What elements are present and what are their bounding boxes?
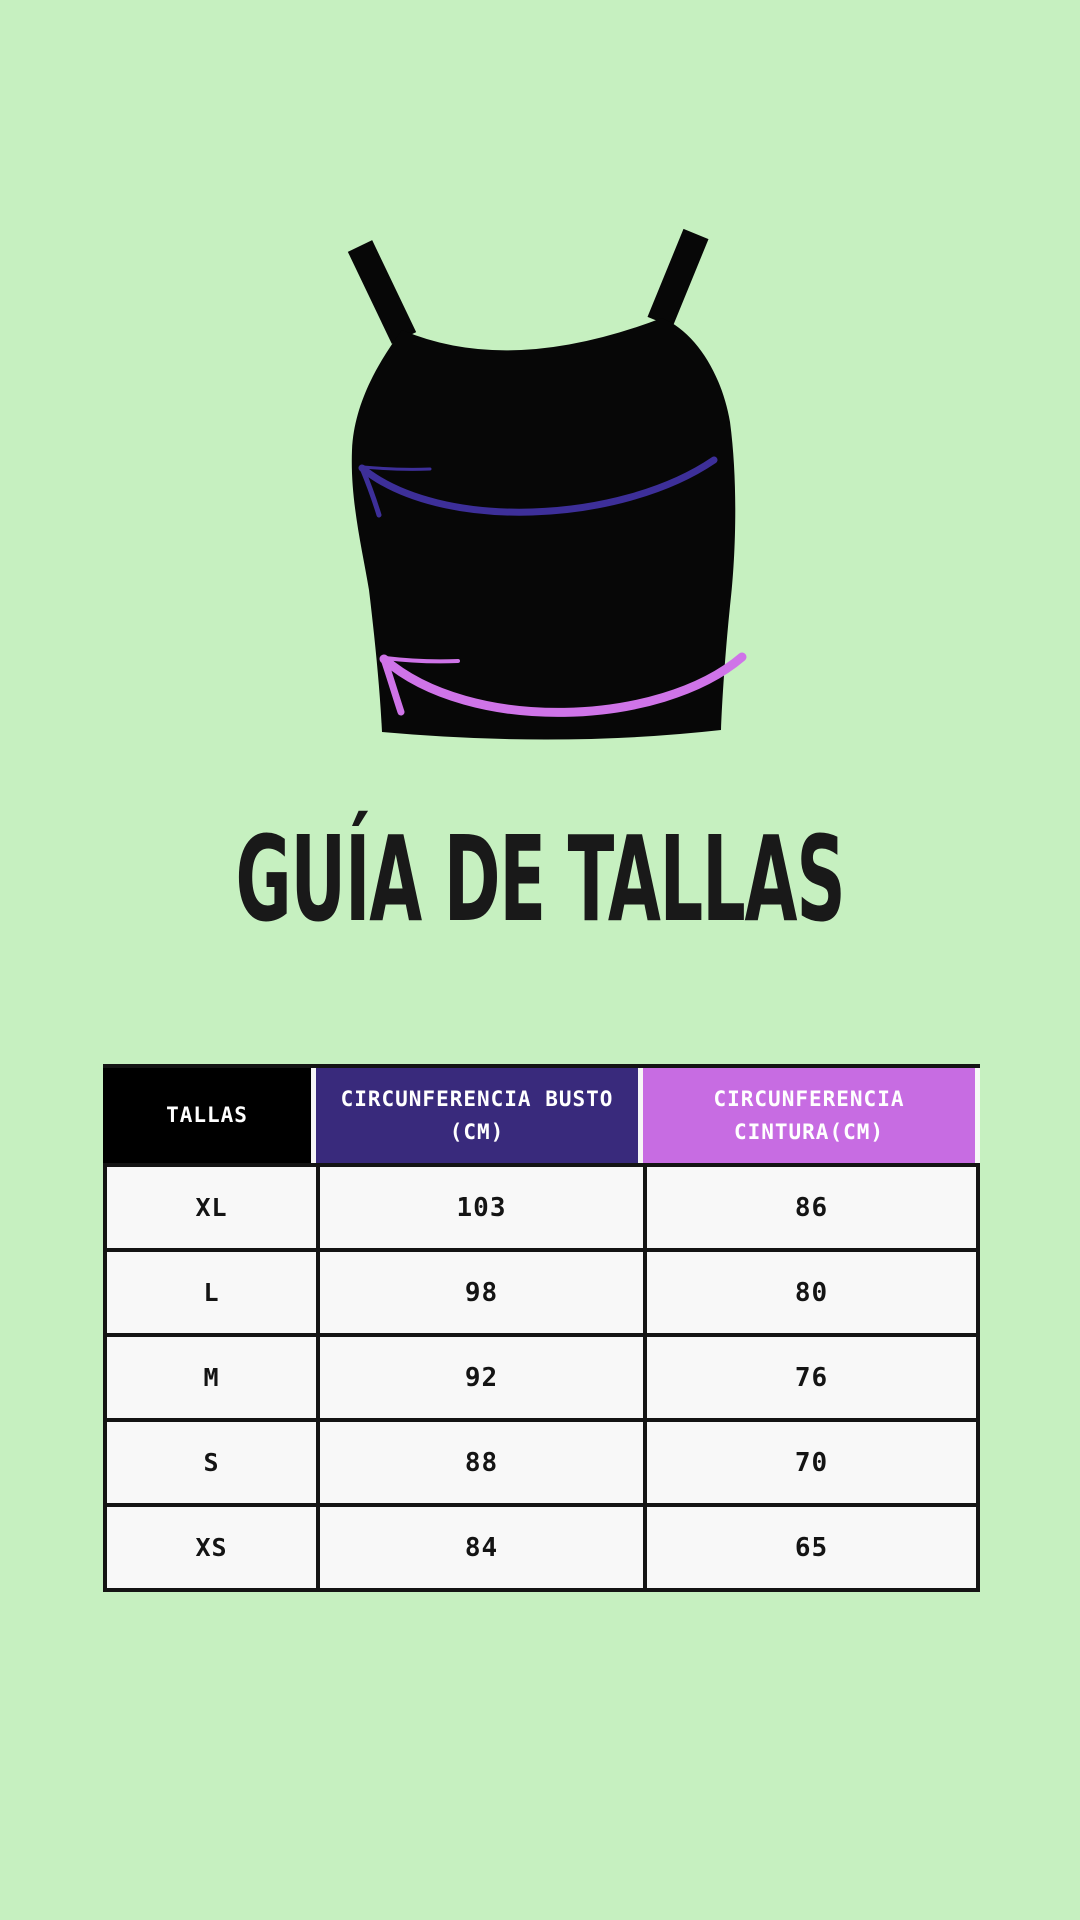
cell-cintura-m: 76 [647,1337,976,1418]
header-circunferencia-busto: CIRCUNFERENCIA BUSTO (CM) [316,1068,643,1163]
right-strap [647,228,709,328]
header-tallas-label: TALLAS [166,1103,248,1128]
cell-size-xl: XL [107,1167,316,1248]
header-busto-line1: CIRCUNFERENCIA BUSTO [340,1086,614,1111]
waist-arrowhead-upper [383,656,460,664]
left-strap [347,240,417,344]
bust-arrowhead-upper [361,465,432,471]
size-table-header-row: TALLAS CIRCUNFERENCIA BUSTO (CM) CIRCUNF… [103,1064,980,1163]
size-table-body: XL 103 86 L 98 80 M 92 76 S 88 70 XS 84 … [103,1163,980,1592]
header-tallas: TALLAS [103,1068,316,1163]
cell-size-l: L [107,1252,316,1333]
header-cintura-line1: CIRCUNFERENCIA [713,1086,905,1111]
header-cintura-line2: CINTURA(CM) [733,1119,885,1144]
waist-arrowhead-lower [380,655,405,716]
page-title: GUÍA DE TALLAS [235,810,846,948]
cell-cintura-xl: 86 [647,1167,976,1248]
camisole-silhouette [351,318,736,740]
cell-busto-xs: 84 [320,1507,643,1588]
cell-cintura-l: 80 [647,1252,976,1333]
header-circunferencia-cintura: CIRCUNFERENCIA CINTURA(CM) [643,1068,980,1163]
bust-arrow-curve [358,456,718,516]
cell-busto-l: 98 [320,1252,643,1333]
bust-measurement-arrow [358,456,718,518]
cell-busto-xl: 103 [320,1167,643,1248]
cell-cintura-s: 70 [647,1422,976,1503]
cell-size-s: S [107,1422,316,1503]
waist-measurement-arrow [379,652,747,717]
cell-cintura-xs: 65 [647,1507,976,1588]
header-busto-line2: (CM) [449,1119,505,1144]
cell-busto-s: 88 [320,1422,643,1503]
bust-arrowhead-lower [359,465,382,518]
camisole-illustration [347,228,747,740]
waist-arrow-curve [379,652,747,717]
size-table: TALLAS CIRCUNFERENCIA BUSTO (CM) CIRCUNF… [103,1064,980,1592]
cell-busto-m: 92 [320,1337,643,1418]
cell-size-xs: XS [107,1507,316,1588]
cell-size-m: M [107,1337,316,1418]
